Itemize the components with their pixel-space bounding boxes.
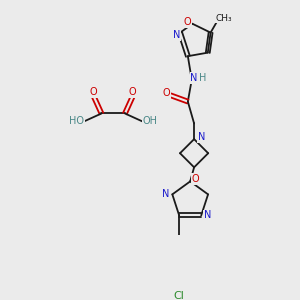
Text: O: O <box>192 174 200 184</box>
Text: CH₃: CH₃ <box>216 14 232 22</box>
Text: N: N <box>190 73 198 83</box>
Text: HO: HO <box>69 116 84 126</box>
Text: O: O <box>129 87 136 98</box>
Text: N: N <box>198 132 206 142</box>
Text: O: O <box>184 17 191 27</box>
Text: H: H <box>199 73 206 83</box>
Text: O: O <box>162 88 170 98</box>
Text: N: N <box>162 189 170 200</box>
Text: OH: OH <box>142 116 158 126</box>
Text: N: N <box>172 30 180 40</box>
Text: O: O <box>90 87 98 98</box>
Text: Cl: Cl <box>174 291 184 300</box>
Text: N: N <box>204 210 211 220</box>
